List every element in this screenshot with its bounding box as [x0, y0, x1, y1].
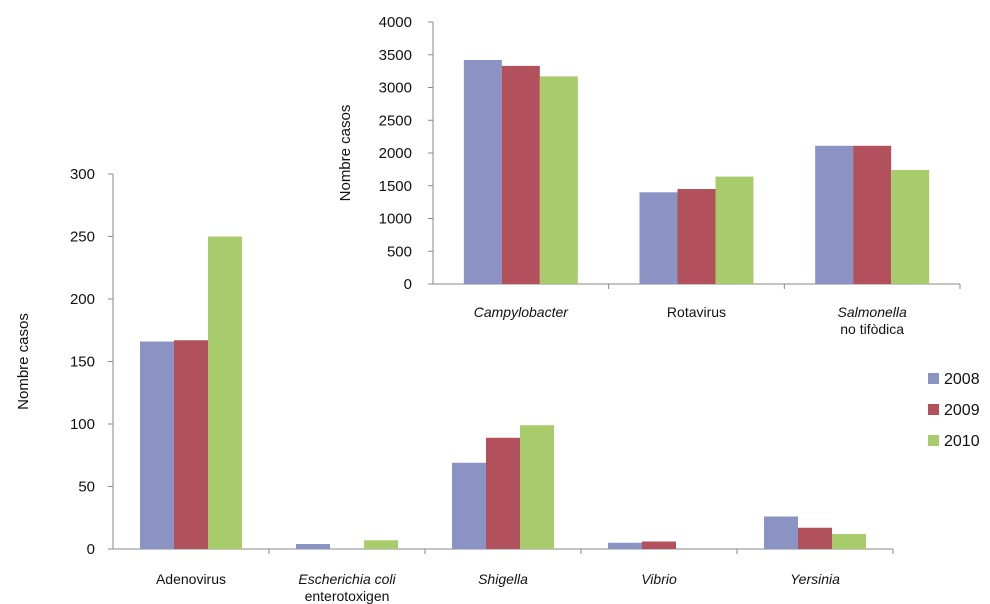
inset-bar-2008 [815, 145, 854, 284]
main-bar-2008 [140, 341, 174, 549]
main-y-tick-label: 300 [70, 166, 95, 183]
legend-label-2009: 2009 [944, 402, 980, 419]
inset-bar-2010 [715, 176, 754, 284]
main-category-label: enterotoxigen [305, 588, 390, 604]
main-category-label: Yersinia [790, 571, 840, 587]
legend-label-2010: 2010 [944, 433, 980, 450]
inset-category-label: no tifòdica [840, 321, 904, 337]
main-category-label: Adenovirus [156, 571, 226, 587]
main-y-tick-label: 100 [70, 416, 95, 433]
inset-category-label: Rotavirus [667, 304, 726, 320]
legend: 2008 2009 2010 [928, 371, 980, 450]
inset-chart: 0 500 1000 1500 2000 2500 3000 3500 4000 Nombre c… [337, 14, 961, 337]
main-bar-2010 [208, 236, 242, 549]
main-category-label: Shigella [478, 571, 528, 587]
legend-swatch-2008 [928, 373, 939, 384]
inset-bar-2010 [891, 170, 930, 284]
inset-y-tick-label: 3500 [379, 47, 412, 64]
main-bar-2009 [798, 527, 832, 549]
inset-y-tick-label: 0 [404, 276, 412, 293]
inset-y-tick-label: 2500 [379, 112, 412, 129]
main-y-tick-label: 250 [70, 229, 95, 246]
main-bar-2010 [364, 540, 398, 549]
inset-category-label: Salmonella [838, 304, 907, 320]
main-bar-2008 [764, 516, 798, 549]
inset-bar-2008 [463, 59, 502, 284]
main-bar-2009 [174, 340, 208, 549]
legend-swatch-2010 [928, 435, 939, 446]
main-bar-2010 [832, 534, 866, 549]
legend-label-2008: 2008 [944, 371, 980, 388]
main-bar-2010 [520, 425, 554, 549]
main-y-tick-label: 150 [70, 354, 95, 371]
inset-bar-2009 [853, 145, 892, 284]
main-bar-2009 [642, 541, 676, 549]
inset-y-tick-label: 500 [387, 243, 412, 260]
main-category-label: Escherichia coli [298, 571, 396, 587]
inset-y-tick-label: 3000 [379, 80, 412, 97]
main-y-tick-label: 50 [78, 479, 95, 496]
inset-category-label: Campylobacter [474, 304, 569, 320]
inset-y-tick-label: 1500 [379, 178, 412, 195]
main-bar-2008 [452, 462, 486, 549]
main-category-label: Vibrio [641, 571, 677, 587]
inset-y-tick-label: 4000 [379, 14, 412, 31]
main-bar-2008 [608, 542, 642, 549]
legend-swatch-2009 [928, 404, 939, 415]
main-y-tick-label: 200 [70, 291, 95, 308]
inset-bar-2009 [501, 65, 540, 284]
inset-y-axis-label: Nombre casos [337, 105, 354, 202]
main-chart: 0 50 100 150 200 250 300 Nombre casos Adenovirus… [15, 166, 894, 604]
inset-bar-2010 [539, 76, 578, 285]
inset-y-tick-label: 1000 [379, 211, 412, 228]
inset-bar-2008 [639, 192, 678, 284]
inset-y-tick-label: 2000 [379, 145, 412, 162]
main-y-tick-label: 0 [87, 541, 95, 558]
main-bar-2008 [296, 544, 330, 549]
main-y-axis-label: Nombre casos [15, 313, 32, 410]
inset-bar-2009 [677, 189, 716, 284]
main-bar-2009 [486, 437, 520, 549]
